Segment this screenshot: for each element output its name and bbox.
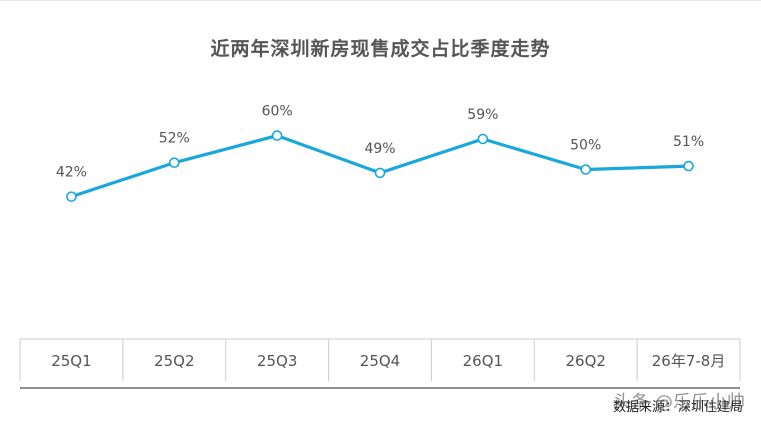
- data-label: 60%: [262, 104, 293, 120]
- x-tick-label: 25Q1: [51, 352, 91, 370]
- watermark: 头条 @乐乐小帅: [613, 392, 745, 413]
- data-label: 51%: [673, 134, 704, 150]
- data-point: [683, 160, 694, 172]
- data-point: [66, 191, 77, 202]
- data-point: [271, 130, 283, 141]
- data-label: 59%: [467, 107, 498, 123]
- chart-title: 近两年深圳新房现售成交占比季度走势: [210, 38, 551, 60]
- data-label: 50%: [570, 138, 601, 154]
- x-tick-label: 26Q2: [565, 352, 605, 370]
- x-tick-label: 26Q1: [463, 352, 503, 370]
- data-source-note: 数据来源：深圳住建局: [612, 400, 743, 415]
- data-label: 42%: [56, 165, 87, 181]
- x-tick-label: 25Q3: [257, 352, 297, 370]
- data-label: 52%: [159, 131, 190, 147]
- data-point: [168, 157, 180, 169]
- data-point: [477, 133, 489, 145]
- data-point: [580, 164, 592, 175]
- x-tick-label: 25Q4: [360, 352, 400, 370]
- x-tick-label: 26年7-8月: [652, 352, 726, 370]
- x-tick-label: 25Q2: [154, 352, 194, 370]
- data-point: [374, 167, 386, 179]
- data-label: 49%: [364, 141, 395, 157]
